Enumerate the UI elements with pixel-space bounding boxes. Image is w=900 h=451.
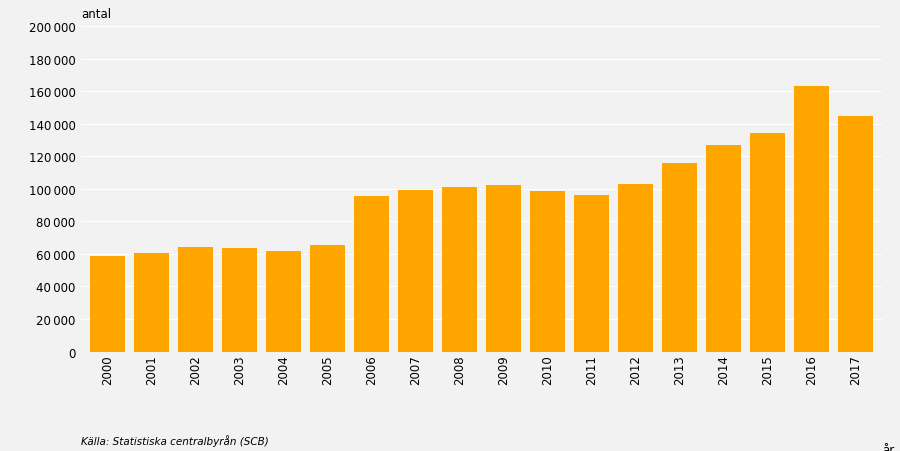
Bar <box>662 164 697 352</box>
Bar <box>399 190 433 352</box>
Bar <box>706 146 741 352</box>
Bar <box>795 87 829 352</box>
Bar <box>178 248 212 352</box>
Bar <box>266 251 301 352</box>
Bar <box>355 196 389 352</box>
Bar <box>310 246 345 352</box>
Bar <box>530 191 564 352</box>
Bar <box>134 253 168 352</box>
Bar <box>222 248 256 352</box>
Text: år: år <box>882 443 895 451</box>
Bar <box>442 188 477 352</box>
Bar <box>618 184 652 352</box>
Bar <box>486 186 521 352</box>
Bar <box>90 257 124 352</box>
Bar <box>751 134 785 352</box>
Text: antal: antal <box>81 8 111 21</box>
Bar <box>574 195 608 352</box>
Bar <box>839 117 873 352</box>
Text: Källa: Statistiska centralbyrån (SCB): Källa: Statistiska centralbyrån (SCB) <box>81 435 269 446</box>
